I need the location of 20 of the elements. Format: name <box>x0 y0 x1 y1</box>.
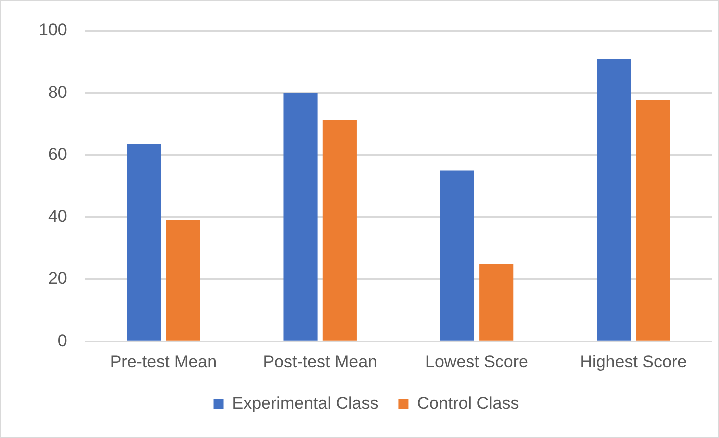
x-tick-label: Highest Score <box>580 352 688 372</box>
legend-label: Experimental Class <box>232 394 379 414</box>
bar <box>284 93 318 341</box>
x-tick-label: Pre-test Mean <box>110 352 218 372</box>
y-tick-label: 0 <box>58 331 68 350</box>
y-tick-label: 40 <box>48 207 68 226</box>
bar <box>480 264 514 341</box>
x-tick-label: Post-test Mean <box>263 352 378 372</box>
y-tick-label: 60 <box>48 144 68 164</box>
bar <box>440 170 474 341</box>
legend-label: Control Class <box>417 394 520 414</box>
bar <box>597 58 632 341</box>
y-tick-label: 80 <box>48 82 68 102</box>
bar <box>127 144 162 341</box>
bar <box>636 100 670 341</box>
bar <box>166 220 200 341</box>
y-tick-label: 100 <box>38 20 68 40</box>
y-tick-label: 20 <box>48 269 68 288</box>
x-tick-label: Lowest Score <box>426 352 529 372</box>
bar <box>322 120 357 341</box>
